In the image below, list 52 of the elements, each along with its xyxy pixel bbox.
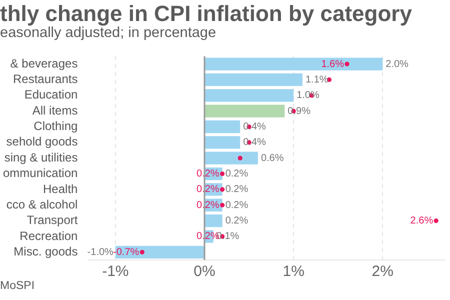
x-tick-label: 0% [194,263,216,280]
data-label: -1.0% [87,246,114,258]
y-tick-label: Clothing [34,119,78,134]
data-label: 0.2% [225,168,248,180]
x-tick-label: 1% [282,263,304,280]
data-label: 0.2% [225,200,248,211]
y-tick-label: sing & utilities [4,150,78,164]
data-label: 0.2% [196,200,220,211]
y-tick-label: Recreation [20,228,78,243]
bar [205,58,383,70]
bar [205,136,240,149]
data-label: 2.0% [386,58,409,70]
bar [205,152,258,164]
data-label: 0.2% [225,216,248,227]
data-label: 1.6% [321,58,344,70]
y-tick-label: Transport [26,213,78,228]
y-tick-label: ommunication [3,166,78,180]
y-tick-label: Education [24,88,78,102]
y-tick-label: Health [43,182,78,196]
bar [205,104,285,118]
data-label: 0.2% [196,184,220,196]
bar [205,89,294,102]
point [220,187,225,192]
point [238,156,242,160]
point [434,218,438,224]
y-tick-label: Restaurants [13,72,78,86]
text: MoSPI [0,280,35,292]
bar [205,214,222,228]
chart-title: thly change in CPI inflation by category [0,0,412,26]
data-label: -0.7% [113,246,140,258]
y-tick-label: & beverages [10,56,78,70]
point [140,250,144,254]
data-label: 0.2% [225,184,248,196]
data-label: 0.9% [288,106,311,117]
y-tick-label: Misc. goods [14,244,78,258]
data-label: 2.6% [410,216,434,227]
data-label: 0.2% [196,168,220,180]
data-label: 1.1% [305,74,328,86]
point [220,202,225,208]
y-tick-label: cco & alcohol [6,197,78,212]
data-label: 0.6% [260,152,284,164]
y-tick-label: All items [32,103,78,118]
chart-subtitle: easonally adjusted; in percentage [0,25,216,41]
data-label: 0.4% [243,121,266,132]
point [344,62,350,66]
y-tick-label: sehold goods [6,134,78,149]
x-tick-label: -1% [102,263,129,280]
point [220,171,225,176]
x-tick-label: 2% [372,263,394,280]
bar [205,73,302,86]
bar [115,246,204,258]
bar [205,120,240,134]
